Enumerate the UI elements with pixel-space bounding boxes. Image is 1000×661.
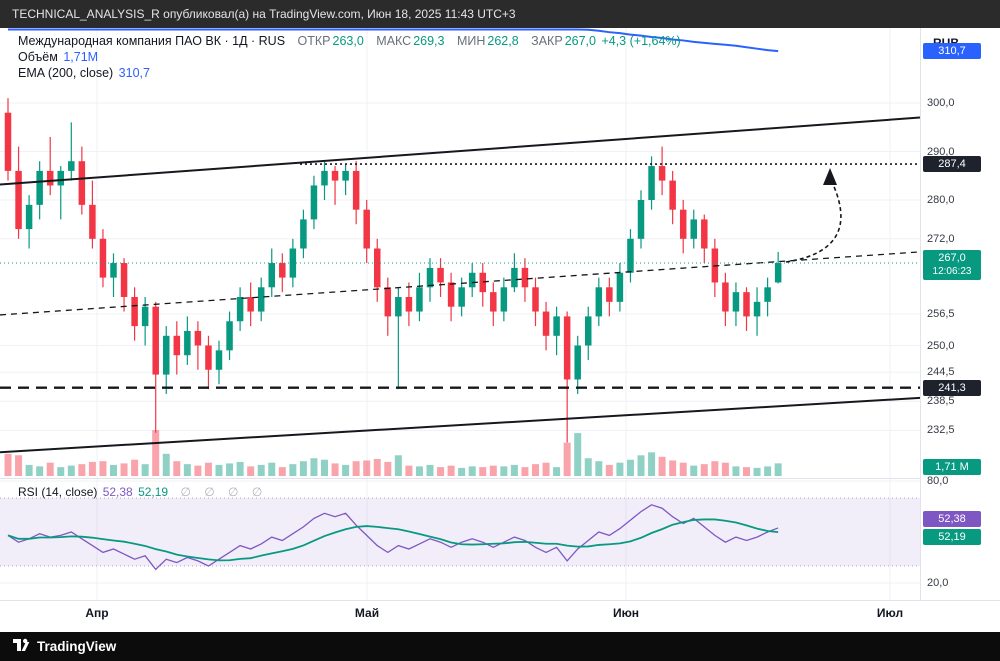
volume-value: 1,71M [63, 50, 99, 64]
support-badge: 241,3 [923, 379, 981, 396]
last-price-badge: 267,0 12:06:23 [923, 250, 981, 281]
ema-row: EMA (200, close) 310,7 [18, 65, 681, 81]
price-axis-label: 250,0 [927, 339, 955, 352]
price-axis[interactable]: RUB 300,0290,0280,0272,0256,5250,0244,52… [920, 28, 1000, 600]
symbol-legend: Международная компания ПАО ВК · 1Д · RUS… [18, 33, 681, 81]
high-value: 269,3 [413, 34, 445, 48]
close-value: 267,0 [564, 34, 596, 48]
rsi-value: 52,38 [102, 485, 133, 499]
price-chart-canvas[interactable] [0, 28, 920, 632]
rsi-ma-badge: 52,19 [923, 529, 981, 546]
time-axis-separator [0, 600, 1000, 601]
tradingview-wordmark[interactable]: TradingView [37, 639, 117, 654]
volume-row: Объём 1,71M [18, 49, 681, 65]
pane-separator[interactable] [0, 478, 1000, 479]
price-axis-label: 300,0 [927, 97, 955, 109]
publish-topbar: TECHNICAL_ANALYSIS_R опубликовал(а) на T… [0, 0, 1000, 28]
price-axis-label: 256,5 [927, 307, 955, 320]
symbol-title: Международная компания ПАО ВК · 1Д · RUS [18, 34, 286, 48]
chart-area[interactable]: Международная компания ПАО ВК · 1Д · RUS… [0, 28, 1000, 632]
low-label: МИН [456, 34, 486, 48]
publish-info-text: TECHNICAL_ANALYSIS_R опубликовал(а) на T… [12, 7, 516, 21]
rsi-label: RSI (14, close) [18, 485, 98, 499]
price-axis-label: 244,5 [927, 366, 955, 379]
time-axis[interactable]: Апр Май Июн Июл [0, 606, 920, 630]
month-label: Апр [85, 606, 109, 620]
close-label: ЗАКР [531, 34, 563, 48]
price-axis-label: 232,5 [927, 424, 955, 437]
volume-badge: 1,71 M [923, 459, 981, 475]
open-label: ОТКР [297, 34, 331, 48]
resistance-badge: 287,4 [923, 156, 981, 173]
month-label: Июн [612, 606, 640, 620]
month-label: Июл [876, 606, 904, 620]
ema-label: EMA (200, close) [18, 66, 114, 80]
tradingview-logo[interactable] [12, 635, 30, 658]
rsi-axis-label: 20,0 [927, 577, 949, 589]
price-axis-label: 290,0 [927, 145, 955, 158]
price-axis-label: 280,0 [927, 194, 955, 206]
rsi-axis-label: 80,0 [927, 475, 949, 487]
rsi-hidden-plots: ∅ ∅ ∅ ∅ [180, 485, 268, 499]
rsi-legend: RSI (14, close) 52,38 52,19 ∅ ∅ ∅ ∅ [18, 485, 267, 499]
footer-bar: TradingView [0, 632, 1000, 661]
volume-label: Объём [18, 50, 58, 64]
month-label: Май [354, 606, 380, 620]
open-value: 263,0 [332, 34, 364, 48]
ema-badge: 310,7 [923, 43, 981, 60]
change-value: +4,3 (+1,64%) [601, 34, 681, 48]
high-label: МАКС [376, 34, 412, 48]
ohlc-row: Международная компания ПАО ВК · 1Д · RUS… [18, 33, 681, 49]
price-axis-label: 272,0 [927, 232, 955, 245]
price-axis-label: 238,5 [927, 395, 955, 408]
rsi-badge: 52,38 [923, 510, 981, 527]
rsi-ma-value: 52,19 [138, 485, 169, 499]
ema-value: 310,7 [118, 66, 150, 80]
low-value: 262,8 [487, 34, 519, 48]
